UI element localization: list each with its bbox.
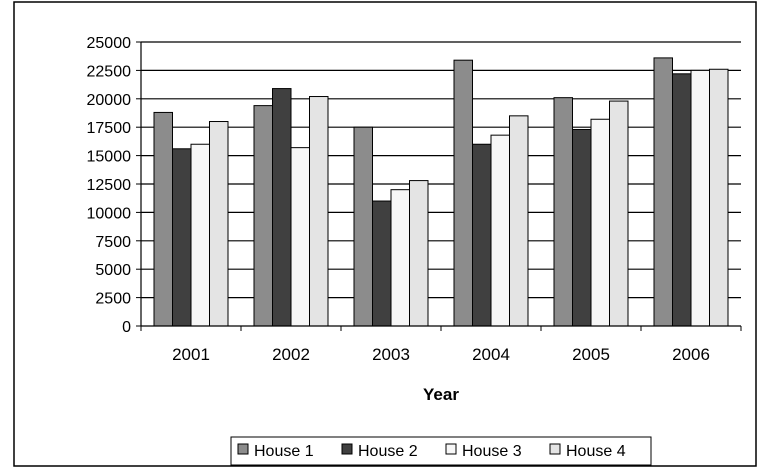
bar-house-3 bbox=[390, 189, 410, 327]
bar-house-1 bbox=[353, 126, 373, 327]
gridlines bbox=[141, 41, 741, 299]
y-tick-label: 15000 bbox=[87, 149, 132, 166]
legend-swatch bbox=[445, 443, 457, 455]
bar-house-3 bbox=[190, 143, 210, 327]
x-axis-title: Year bbox=[423, 385, 459, 404]
y-tick-labels: 0 2500 5000 7500 10000 12500 15000 17500 20000 22… bbox=[87, 35, 132, 336]
x-tick-label: 2005 bbox=[572, 345, 610, 364]
bar-house-1 bbox=[653, 57, 673, 327]
y-tick-label: 17500 bbox=[87, 120, 132, 137]
bar-house-2 bbox=[172, 148, 192, 327]
bar-house-1 bbox=[553, 97, 573, 327]
bar-house-2 bbox=[372, 200, 392, 327]
bar-house-3 bbox=[290, 147, 310, 327]
bar-house-4 bbox=[509, 115, 529, 327]
y-tick-label: 5000 bbox=[95, 262, 131, 279]
bar-house-4 bbox=[709, 68, 729, 327]
bar-house-3 bbox=[490, 134, 510, 327]
y-tick-label: 7500 bbox=[95, 234, 131, 251]
legend: House 1 House 2 House 3 House 4 bbox=[230, 436, 652, 466]
legend-label: House 1 bbox=[254, 443, 314, 460]
legend-label: House 3 bbox=[462, 443, 522, 460]
bar-house-1 bbox=[153, 111, 173, 327]
x-tick-label: 2006 bbox=[672, 345, 710, 364]
y-tick-label: 20000 bbox=[87, 92, 132, 109]
y-tick-label: 2500 bbox=[95, 291, 131, 308]
bar-house-2 bbox=[472, 143, 492, 327]
x-tick-labels: 2001 2002 2003 2004 2005 2006 bbox=[172, 345, 710, 364]
bar-house-4 bbox=[409, 180, 429, 327]
y-tick-label: 12500 bbox=[87, 177, 132, 194]
legend-box bbox=[230, 436, 652, 466]
bar-house-4 bbox=[309, 96, 329, 327]
bar-house-4 bbox=[609, 100, 629, 327]
legend-label: House 4 bbox=[566, 443, 626, 460]
x-tick-label: 2001 bbox=[172, 345, 210, 364]
axes bbox=[136, 41, 742, 331]
bar-house-2 bbox=[572, 128, 592, 327]
bars bbox=[153, 57, 729, 327]
legend-swatch bbox=[237, 443, 249, 455]
y-tick-label: 22500 bbox=[87, 63, 132, 80]
bar-house-1 bbox=[253, 105, 273, 327]
bar-house-3 bbox=[590, 118, 610, 327]
legend-swatch bbox=[341, 443, 353, 455]
bar-house-4 bbox=[209, 121, 229, 327]
bar-house-2 bbox=[272, 88, 292, 327]
bar-house-2 bbox=[672, 73, 692, 327]
x-tick-label: 2004 bbox=[472, 345, 510, 364]
bar-house-3 bbox=[690, 69, 710, 327]
legend-swatch bbox=[549, 443, 561, 455]
y-tick-label: 0 bbox=[122, 319, 131, 336]
y-tick-label: 25000 bbox=[87, 35, 132, 52]
legend-label: House 2 bbox=[358, 443, 418, 460]
y-tick-label: 10000 bbox=[87, 205, 132, 222]
bar-house-1 bbox=[453, 59, 473, 327]
x-tick-label: 2003 bbox=[372, 345, 410, 364]
x-tick-label: 2002 bbox=[272, 345, 310, 364]
